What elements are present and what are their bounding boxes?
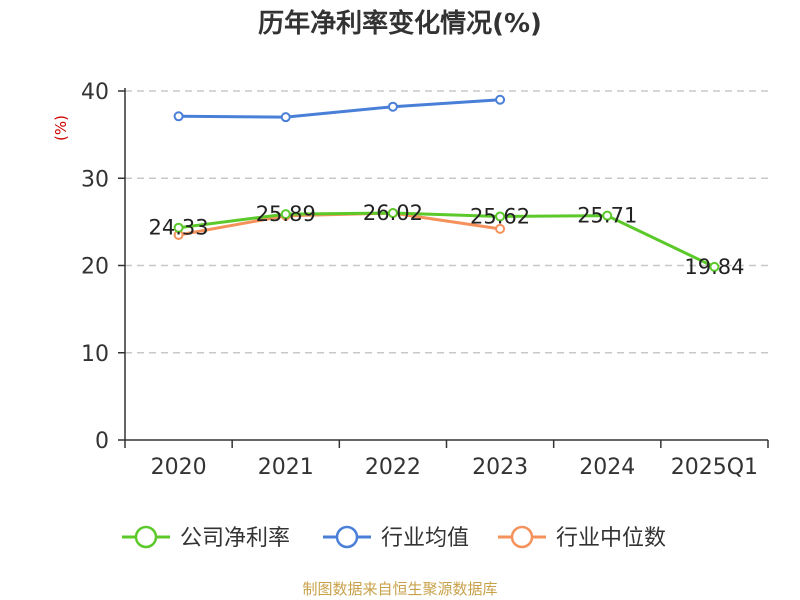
series-line: [178, 98, 501, 119]
series-layer: [173, 94, 720, 272]
x-tick-label: 2021: [258, 455, 314, 480]
data-label: 19.84: [684, 255, 744, 279]
y-tick-label: 10: [81, 342, 109, 367]
legend-label: 行业均值: [381, 526, 469, 551]
series-line: [178, 211, 716, 269]
data-point: [495, 211, 506, 222]
data-point: [387, 101, 398, 112]
x-tick-label: 2020: [151, 455, 207, 480]
y-tick-label: 30: [81, 167, 109, 192]
legend-item[interactable]: 行业均值: [323, 525, 469, 551]
data-point: [280, 112, 291, 123]
data-label: 25.62: [470, 204, 530, 228]
data-label: 26.02: [363, 201, 423, 225]
legend-marker: [510, 525, 534, 549]
axes: 0 10 20 30 40 2020 2021 2022 2023 2024 2025Q1: [81, 80, 769, 480]
legend-item[interactable]: 行业中位数: [498, 525, 666, 551]
data-point: [709, 261, 720, 272]
source-note: 制图数据来自恒生聚源数据库: [302, 580, 497, 598]
legend-label: 行业中位数: [556, 526, 666, 551]
data-point: [495, 223, 506, 234]
data-labels: 24.33 25.89 26.02 25.62 25.71 19.84: [149, 201, 745, 279]
legend-marker: [335, 525, 359, 549]
chart-title: 历年净利率变化情况(%): [258, 8, 542, 39]
legend-marker: [134, 525, 158, 549]
data-label: 25.89: [256, 202, 316, 226]
data-label: 24.33: [149, 216, 209, 240]
data-point: [280, 209, 291, 220]
x-tick-label: 2022: [365, 455, 421, 480]
legend-label: 公司净利率: [180, 526, 290, 551]
data-point: [173, 222, 184, 233]
x-tick-label: 2024: [579, 455, 635, 480]
data-point: [387, 207, 398, 218]
x-tick-label: 2025Q1: [671, 455, 758, 480]
y-tick-label: 40: [81, 80, 109, 105]
data-point: [495, 94, 506, 105]
data-point: [602, 210, 613, 221]
data-point: [173, 111, 184, 122]
data-label: 25.71: [577, 204, 637, 228]
y-tick-label: 0: [95, 429, 109, 454]
series-line: [178, 211, 501, 237]
y-axis-unit: (%): [52, 115, 70, 141]
legend: 公司净利率 行业均值 行业中位数: [122, 525, 666, 551]
legend-item[interactable]: 公司净利率: [122, 525, 290, 551]
series-0: [173, 207, 720, 272]
y-tick-label: 20: [81, 255, 109, 280]
series-1: [173, 94, 506, 123]
x-tick-label: 2023: [472, 455, 528, 480]
